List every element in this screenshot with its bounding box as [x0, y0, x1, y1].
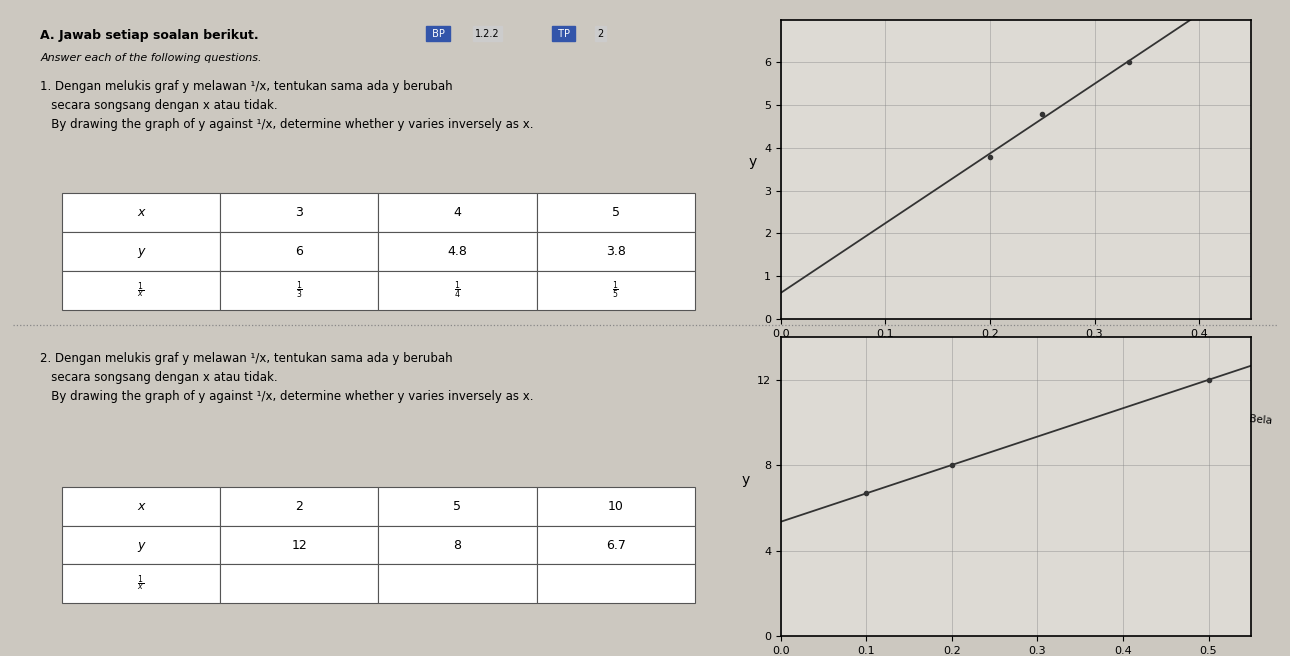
- Bar: [378, 232, 537, 271]
- Text: 5: 5: [454, 500, 462, 512]
- Text: $\frac{1}{5}$: $\frac{1}{5}$: [613, 280, 619, 301]
- X-axis label: $\frac{1}{x}$: $\frac{1}{x}$: [1011, 340, 1020, 363]
- Text: 8: 8: [454, 539, 462, 552]
- Bar: [62, 564, 221, 604]
- Bar: [221, 194, 378, 232]
- Text: x: x: [137, 500, 144, 512]
- Text: $\frac{1}{3}$: $\frac{1}{3}$: [295, 280, 303, 301]
- Text: y: y: [137, 245, 144, 258]
- Bar: [62, 487, 221, 525]
- Bar: [537, 564, 695, 604]
- Text: 2: 2: [597, 29, 604, 39]
- Text: $\frac{1}{x}$: $\frac{1}{x}$: [137, 281, 144, 300]
- Bar: [378, 525, 537, 564]
- Bar: [537, 271, 695, 310]
- Bar: [378, 194, 537, 232]
- Y-axis label: y: y: [742, 473, 749, 487]
- Text: 2: 2: [295, 500, 303, 512]
- Bar: [62, 525, 221, 564]
- Text: 2. Dengan melukis graf y melawan ¹/x, tentukan sama ada y berubah
   secara song: 2. Dengan melukis graf y melawan ¹/x, te…: [40, 352, 534, 403]
- Text: 5: 5: [611, 206, 619, 219]
- Text: $\frac{1}{x}$: $\frac{1}{x}$: [137, 574, 144, 594]
- Bar: [537, 232, 695, 271]
- Bar: [221, 232, 378, 271]
- Bar: [221, 564, 378, 604]
- Text: x: x: [137, 206, 144, 219]
- Bar: [62, 194, 221, 232]
- Bar: [221, 271, 378, 310]
- Text: 3: 3: [295, 206, 303, 219]
- Bar: [537, 487, 695, 525]
- Y-axis label: y: y: [748, 155, 757, 169]
- Text: 3.8: 3.8: [606, 245, 626, 258]
- Text: 6.7: 6.7: [606, 539, 626, 552]
- Text: TP: TP: [555, 29, 573, 39]
- Text: Answer each of the following questions.: Answer each of the following questions.: [40, 52, 262, 62]
- Bar: [221, 487, 378, 525]
- Text: 1. Dengan melukis graf y melawan ¹/x, tentukan sama ada y berubah
   secara song: 1. Dengan melukis graf y melawan ¹/x, te…: [40, 79, 534, 131]
- Text: Bela: Bela: [1249, 414, 1272, 426]
- Bar: [378, 564, 537, 604]
- Bar: [378, 271, 537, 310]
- Text: 4.8: 4.8: [448, 245, 467, 258]
- Text: 1.2.2: 1.2.2: [476, 29, 501, 39]
- Bar: [221, 525, 378, 564]
- Bar: [62, 232, 221, 271]
- Text: A. Jawab setiap soalan berikut.: A. Jawab setiap soalan berikut.: [40, 29, 259, 42]
- Text: BP: BP: [428, 29, 448, 39]
- Bar: [62, 271, 221, 310]
- Text: 6: 6: [295, 245, 303, 258]
- Text: y: y: [137, 539, 144, 552]
- Text: 12: 12: [292, 539, 307, 552]
- Text: 4: 4: [454, 206, 462, 219]
- Bar: [537, 525, 695, 564]
- Bar: [537, 194, 695, 232]
- Text: $\frac{1}{4}$: $\frac{1}{4}$: [454, 280, 461, 301]
- Bar: [378, 487, 537, 525]
- Text: 10: 10: [608, 500, 623, 512]
